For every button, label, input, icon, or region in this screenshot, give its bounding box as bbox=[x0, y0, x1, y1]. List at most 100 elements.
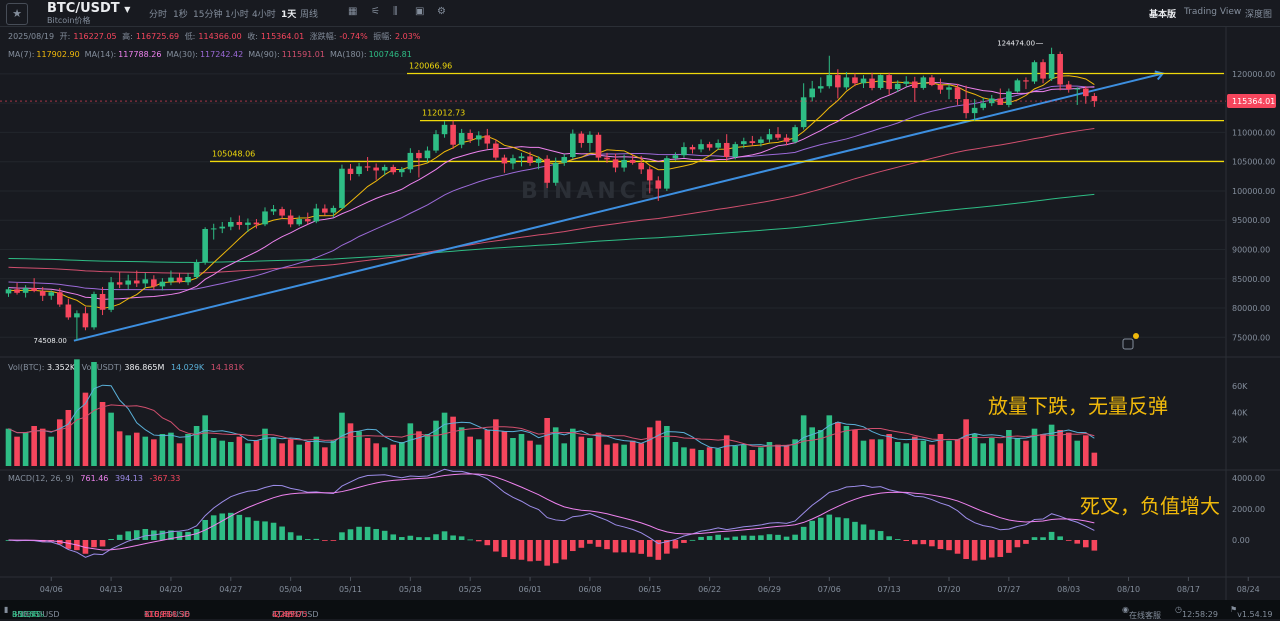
candle[interactable] bbox=[613, 159, 619, 167]
candle[interactable] bbox=[1040, 62, 1046, 78]
candle[interactable] bbox=[844, 77, 850, 87]
candle[interactable] bbox=[442, 125, 448, 134]
candle[interactable] bbox=[134, 281, 140, 284]
candle[interactable] bbox=[673, 155, 679, 158]
candle[interactable] bbox=[1023, 80, 1029, 81]
candle[interactable] bbox=[972, 108, 978, 113]
candle[interactable] bbox=[416, 153, 422, 158]
candle[interactable] bbox=[322, 209, 328, 213]
candle[interactable] bbox=[869, 79, 875, 88]
candle[interactable] bbox=[596, 135, 602, 158]
candle[interactable] bbox=[382, 167, 388, 171]
candle[interactable] bbox=[467, 133, 473, 139]
candle[interactable] bbox=[31, 288, 37, 291]
candle[interactable] bbox=[143, 279, 149, 283]
candle[interactable] bbox=[664, 158, 670, 188]
candle[interactable] bbox=[288, 216, 294, 225]
candle[interactable] bbox=[579, 134, 585, 143]
candle[interactable] bbox=[117, 282, 123, 284]
candle[interactable] bbox=[536, 159, 542, 163]
candle[interactable] bbox=[1049, 54, 1055, 79]
candle[interactable] bbox=[356, 166, 362, 174]
candle[interactable] bbox=[228, 222, 234, 227]
candle[interactable] bbox=[57, 292, 63, 304]
candle[interactable] bbox=[279, 209, 285, 215]
price-chart[interactable]: BINANCE 120066.96112012.73105048.0612447… bbox=[0, 0, 1280, 600]
candle[interactable] bbox=[219, 227, 225, 229]
candle[interactable] bbox=[809, 89, 815, 98]
candle[interactable] bbox=[938, 85, 944, 90]
candle[interactable] bbox=[365, 166, 371, 167]
candle[interactable] bbox=[561, 157, 567, 163]
candle[interactable] bbox=[262, 211, 268, 224]
candle[interactable] bbox=[373, 168, 379, 171]
candle[interactable] bbox=[604, 158, 610, 160]
candle[interactable] bbox=[767, 134, 773, 139]
candle[interactable] bbox=[1066, 84, 1072, 89]
candle[interactable] bbox=[587, 135, 593, 143]
candle[interactable] bbox=[656, 180, 662, 188]
candle[interactable] bbox=[921, 77, 927, 88]
candle[interactable] bbox=[74, 313, 80, 317]
candle[interactable] bbox=[211, 228, 217, 229]
candle[interactable] bbox=[638, 163, 644, 169]
candle[interactable] bbox=[758, 139, 764, 143]
candle[interactable] bbox=[895, 84, 901, 89]
candle[interactable] bbox=[775, 134, 781, 138]
candle[interactable] bbox=[852, 77, 858, 83]
candle[interactable] bbox=[681, 147, 687, 155]
candle[interactable] bbox=[980, 103, 986, 108]
candle[interactable] bbox=[792, 127, 798, 142]
candle[interactable] bbox=[450, 125, 456, 145]
candle[interactable] bbox=[245, 223, 251, 225]
candle[interactable] bbox=[570, 134, 576, 157]
candle[interactable] bbox=[202, 229, 208, 262]
candle[interactable] bbox=[237, 222, 243, 225]
candle[interactable] bbox=[750, 141, 756, 143]
candle[interactable] bbox=[647, 169, 653, 180]
candle[interactable] bbox=[732, 144, 738, 157]
candle[interactable] bbox=[348, 169, 354, 174]
support-link[interactable]: ◉ 在线客服 bbox=[1122, 605, 1129, 614]
candle[interactable] bbox=[66, 305, 72, 318]
candle[interactable] bbox=[827, 75, 833, 86]
candle[interactable] bbox=[955, 87, 961, 99]
candle[interactable] bbox=[621, 160, 627, 168]
candle[interactable] bbox=[23, 288, 29, 293]
candle[interactable] bbox=[339, 169, 345, 208]
candle[interactable] bbox=[305, 219, 311, 221]
candle[interactable] bbox=[125, 281, 131, 285]
candle[interactable] bbox=[390, 167, 396, 172]
candle[interactable] bbox=[296, 219, 302, 224]
candle[interactable] bbox=[698, 144, 704, 149]
candle[interactable] bbox=[707, 144, 713, 148]
candle[interactable] bbox=[527, 156, 533, 162]
candle[interactable] bbox=[690, 147, 696, 149]
candle[interactable] bbox=[1083, 89, 1089, 97]
candle[interactable] bbox=[715, 143, 721, 148]
chart-tool-icon[interactable] bbox=[1123, 333, 1139, 349]
candle[interactable] bbox=[878, 75, 884, 88]
candle[interactable] bbox=[160, 282, 166, 287]
candle[interactable] bbox=[1006, 91, 1012, 104]
candle[interactable] bbox=[946, 87, 952, 89]
candle[interactable] bbox=[741, 141, 747, 144]
candle[interactable] bbox=[1057, 54, 1063, 84]
candle[interactable] bbox=[818, 86, 824, 88]
candle[interactable] bbox=[100, 294, 106, 310]
candle[interactable] bbox=[168, 278, 174, 282]
candle[interactable] bbox=[433, 134, 439, 150]
candle[interactable] bbox=[903, 82, 909, 84]
candle[interactable] bbox=[835, 75, 841, 87]
candle[interactable] bbox=[177, 278, 183, 283]
candle[interactable] bbox=[48, 292, 54, 296]
candle[interactable] bbox=[399, 169, 405, 172]
candle[interactable] bbox=[861, 79, 867, 84]
trendline[interactable] bbox=[74, 74, 1163, 341]
candle[interactable] bbox=[194, 262, 200, 277]
candle[interactable] bbox=[544, 159, 550, 183]
candle[interactable] bbox=[510, 158, 516, 163]
candle[interactable] bbox=[331, 208, 337, 213]
candle[interactable] bbox=[493, 144, 499, 158]
candle[interactable] bbox=[108, 282, 114, 310]
